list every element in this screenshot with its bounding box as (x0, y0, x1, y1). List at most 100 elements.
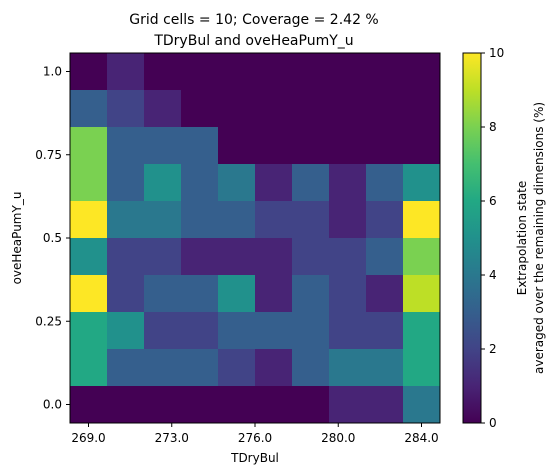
heatmap-cell (292, 349, 330, 387)
heatmap-cell (70, 386, 108, 424)
heatmap-cell (218, 386, 256, 424)
y-tick-label: 0.0 (43, 398, 62, 412)
heatmap-cell (181, 53, 219, 91)
heatmap-cell (329, 275, 367, 313)
heatmap-cell (329, 53, 367, 91)
heatmap-cell (366, 349, 404, 387)
heatmap-cell (292, 275, 330, 313)
heatmap-cell (144, 53, 182, 91)
heatmap-cell (292, 386, 330, 424)
x-tick-label: 276.0 (238, 431, 272, 445)
colorbar-tick-label: 2 (489, 342, 497, 356)
y-tick-label: 0.5 (43, 231, 62, 245)
heatmap-cell (181, 349, 219, 387)
heatmap-cell (366, 312, 404, 350)
colorbar-tick-label: 10 (489, 46, 504, 60)
heatmap-cell (329, 312, 367, 350)
heatmap-cell (70, 349, 108, 387)
x-axis: 269.0 273.0 276.0 280.0 284.0 (71, 423, 439, 445)
heatmap-cell (144, 275, 182, 313)
heatmap-cell (329, 201, 367, 239)
heatmap-cell (366, 238, 404, 276)
heatmap-cell (181, 164, 219, 202)
x-tick-label: 269.0 (71, 431, 105, 445)
y-tick-label: 1.0 (43, 65, 62, 79)
heatmap-cell (218, 53, 256, 91)
heatmap-cell (144, 312, 182, 350)
heatmap-cell (218, 349, 256, 387)
heatmap-cell (218, 238, 256, 276)
heatmap-cell (255, 53, 293, 91)
heatmap-cell (292, 53, 330, 91)
heatmap-cell (181, 201, 219, 239)
heatmap-cell (366, 127, 404, 165)
heatmap-cell (144, 90, 182, 128)
x-tick-label: 273.0 (155, 431, 189, 445)
heatmap-cell (107, 238, 145, 276)
colorbar-tick-label: 0 (489, 416, 497, 430)
heatmap-cell (403, 349, 441, 387)
heatmap-cell (181, 312, 219, 350)
x-tick-label: 280.0 (321, 431, 355, 445)
heatmap-cell (403, 275, 441, 313)
y-axis: 0.0 0.25 0.5 0.75 1.0 (35, 65, 70, 412)
heatmap-cell (107, 164, 145, 202)
colorbar-ticks: 0 2 4 6 8 10 (481, 46, 504, 430)
heatmap-cell (107, 90, 145, 128)
heatmap-cell (292, 90, 330, 128)
heatmap-cell (70, 238, 108, 276)
heatmap-cell (329, 127, 367, 165)
heatmap-cell (70, 90, 108, 128)
x-axis-label: TDryBul (230, 451, 279, 465)
heatmap-cell (144, 127, 182, 165)
heatmap-cell (107, 312, 145, 350)
heatmap-cell (255, 349, 293, 387)
heatmap-cell (181, 90, 219, 128)
heatmap-cell (107, 53, 145, 91)
heatmap-cell (329, 238, 367, 276)
heatmap-cell (292, 201, 330, 239)
heatmap-cell (403, 164, 441, 202)
heatmap-cell (329, 386, 367, 424)
heatmap-cell (181, 275, 219, 313)
heatmap-cell (255, 238, 293, 276)
heatmap-cell (181, 127, 219, 165)
colorbar-label-line2: averaged over the remaining dimensions (… (532, 102, 546, 374)
colorbar-tick-label: 6 (489, 194, 497, 208)
heatmap-cell (292, 312, 330, 350)
heatmap-cell (403, 90, 441, 128)
heatmap-cell (329, 164, 367, 202)
x-tick-label: 284.0 (404, 431, 438, 445)
colorbar-label-line1: Extrapolation state (515, 181, 529, 296)
heatmap-cell (403, 53, 441, 91)
heatmap-cell (403, 201, 441, 239)
heatmap-cell (218, 90, 256, 128)
colorbar-tick-label: 8 (489, 120, 497, 134)
heatmap-cell (107, 201, 145, 239)
y-axis-label: oveHeaPumY_u (10, 192, 24, 285)
y-tick-label: 0.75 (35, 148, 62, 162)
heatmap-cell (255, 164, 293, 202)
heatmap-cell (403, 312, 441, 350)
heatmap-cell (107, 127, 145, 165)
heatmap-cell (107, 386, 145, 424)
y-tick-label: 0.25 (35, 314, 62, 328)
heatmap-cell (329, 90, 367, 128)
heatmap-cell (218, 275, 256, 313)
heatmap-cell (70, 275, 108, 313)
heatmap-cell (255, 312, 293, 350)
heatmap-cell (70, 201, 108, 239)
chart-title-line2: TDryBul and oveHeaPumY_u (153, 33, 353, 49)
heatmap-cell (218, 201, 256, 239)
heatmap-cell (144, 238, 182, 276)
heatmap-cell (292, 238, 330, 276)
heatmap-cell (107, 275, 145, 313)
colorbar-tick-label: 4 (489, 268, 497, 282)
heatmap-cell (70, 127, 108, 165)
heatmap-cell (366, 275, 404, 313)
heatmap-cell (144, 386, 182, 424)
heatmap-cell (255, 90, 293, 128)
heatmap-cell (144, 201, 182, 239)
heatmap-cell (144, 164, 182, 202)
heatmap-cell (292, 164, 330, 202)
